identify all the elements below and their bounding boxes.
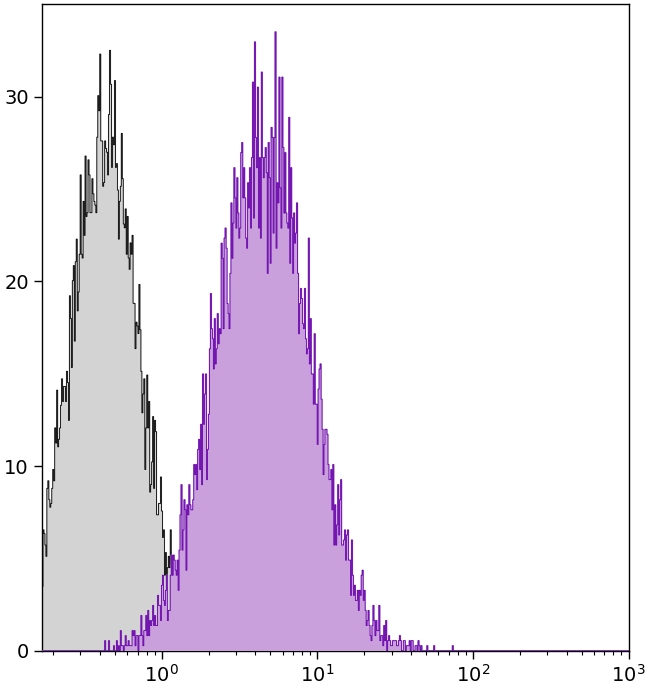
Polygon shape [42,32,629,651]
Polygon shape [42,50,629,651]
